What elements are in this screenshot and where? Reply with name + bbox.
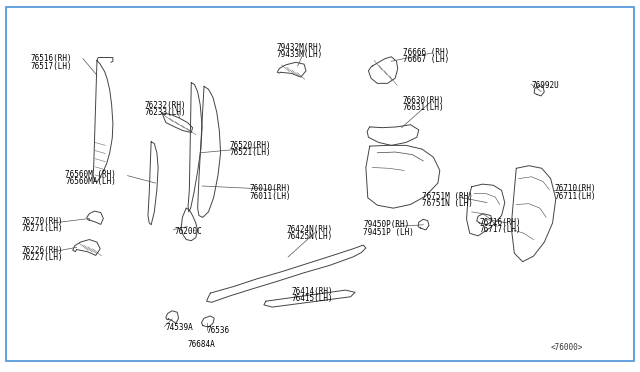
Text: 76415(LH): 76415(LH) <box>291 294 333 303</box>
Text: 76560M (RH): 76560M (RH) <box>65 170 116 179</box>
Text: 76711(LH): 76711(LH) <box>554 192 596 201</box>
Text: 79433M(LH): 79433M(LH) <box>276 51 323 60</box>
Text: 76521(LH): 76521(LH) <box>230 148 271 157</box>
Text: 76751M (RH): 76751M (RH) <box>422 192 473 201</box>
Text: 74539A: 74539A <box>166 323 193 331</box>
Text: 76011(LH): 76011(LH) <box>250 192 292 201</box>
Text: 76010(RH): 76010(RH) <box>250 185 292 193</box>
Text: 76717(LH): 76717(LH) <box>479 225 521 234</box>
Text: 76666 (RH): 76666 (RH) <box>403 48 449 57</box>
Text: 76232(RH): 76232(RH) <box>145 101 186 110</box>
Text: 79451P (LH): 79451P (LH) <box>364 228 414 237</box>
Text: 76684A: 76684A <box>188 340 215 349</box>
Text: 76516(RH): 76516(RH) <box>30 54 72 63</box>
Text: 76233(LH): 76233(LH) <box>145 108 186 118</box>
Text: 76536: 76536 <box>207 326 230 335</box>
Text: 79450P(RH): 79450P(RH) <box>364 220 410 229</box>
Text: 76227(LH): 76227(LH) <box>22 253 63 263</box>
Text: 76517(LH): 76517(LH) <box>30 61 72 71</box>
Text: 76560MA(LH): 76560MA(LH) <box>65 177 116 186</box>
Text: 76667 (LH): 76667 (LH) <box>403 55 449 64</box>
Text: 76630(RH): 76630(RH) <box>403 96 444 105</box>
Text: 76414(RH): 76414(RH) <box>291 287 333 296</box>
Text: 76200C: 76200C <box>175 227 202 235</box>
Text: 76751N (LH): 76751N (LH) <box>422 199 473 208</box>
Text: 76226(RH): 76226(RH) <box>22 246 63 255</box>
Text: 76425N(LH): 76425N(LH) <box>287 232 333 241</box>
Text: 76520(RH): 76520(RH) <box>230 141 271 150</box>
Text: 76631(LH): 76631(LH) <box>403 103 444 112</box>
Text: 76424N(RH): 76424N(RH) <box>287 225 333 234</box>
Text: 76992U: 76992U <box>532 81 559 90</box>
Text: 76271(LH): 76271(LH) <box>22 224 63 233</box>
Text: 79432M(RH): 79432M(RH) <box>276 43 323 52</box>
Text: 76710(RH): 76710(RH) <box>554 185 596 193</box>
Text: <76000>: <76000> <box>550 343 583 352</box>
Text: 76716(RH): 76716(RH) <box>479 218 521 227</box>
Text: 76270(RH): 76270(RH) <box>22 217 63 225</box>
